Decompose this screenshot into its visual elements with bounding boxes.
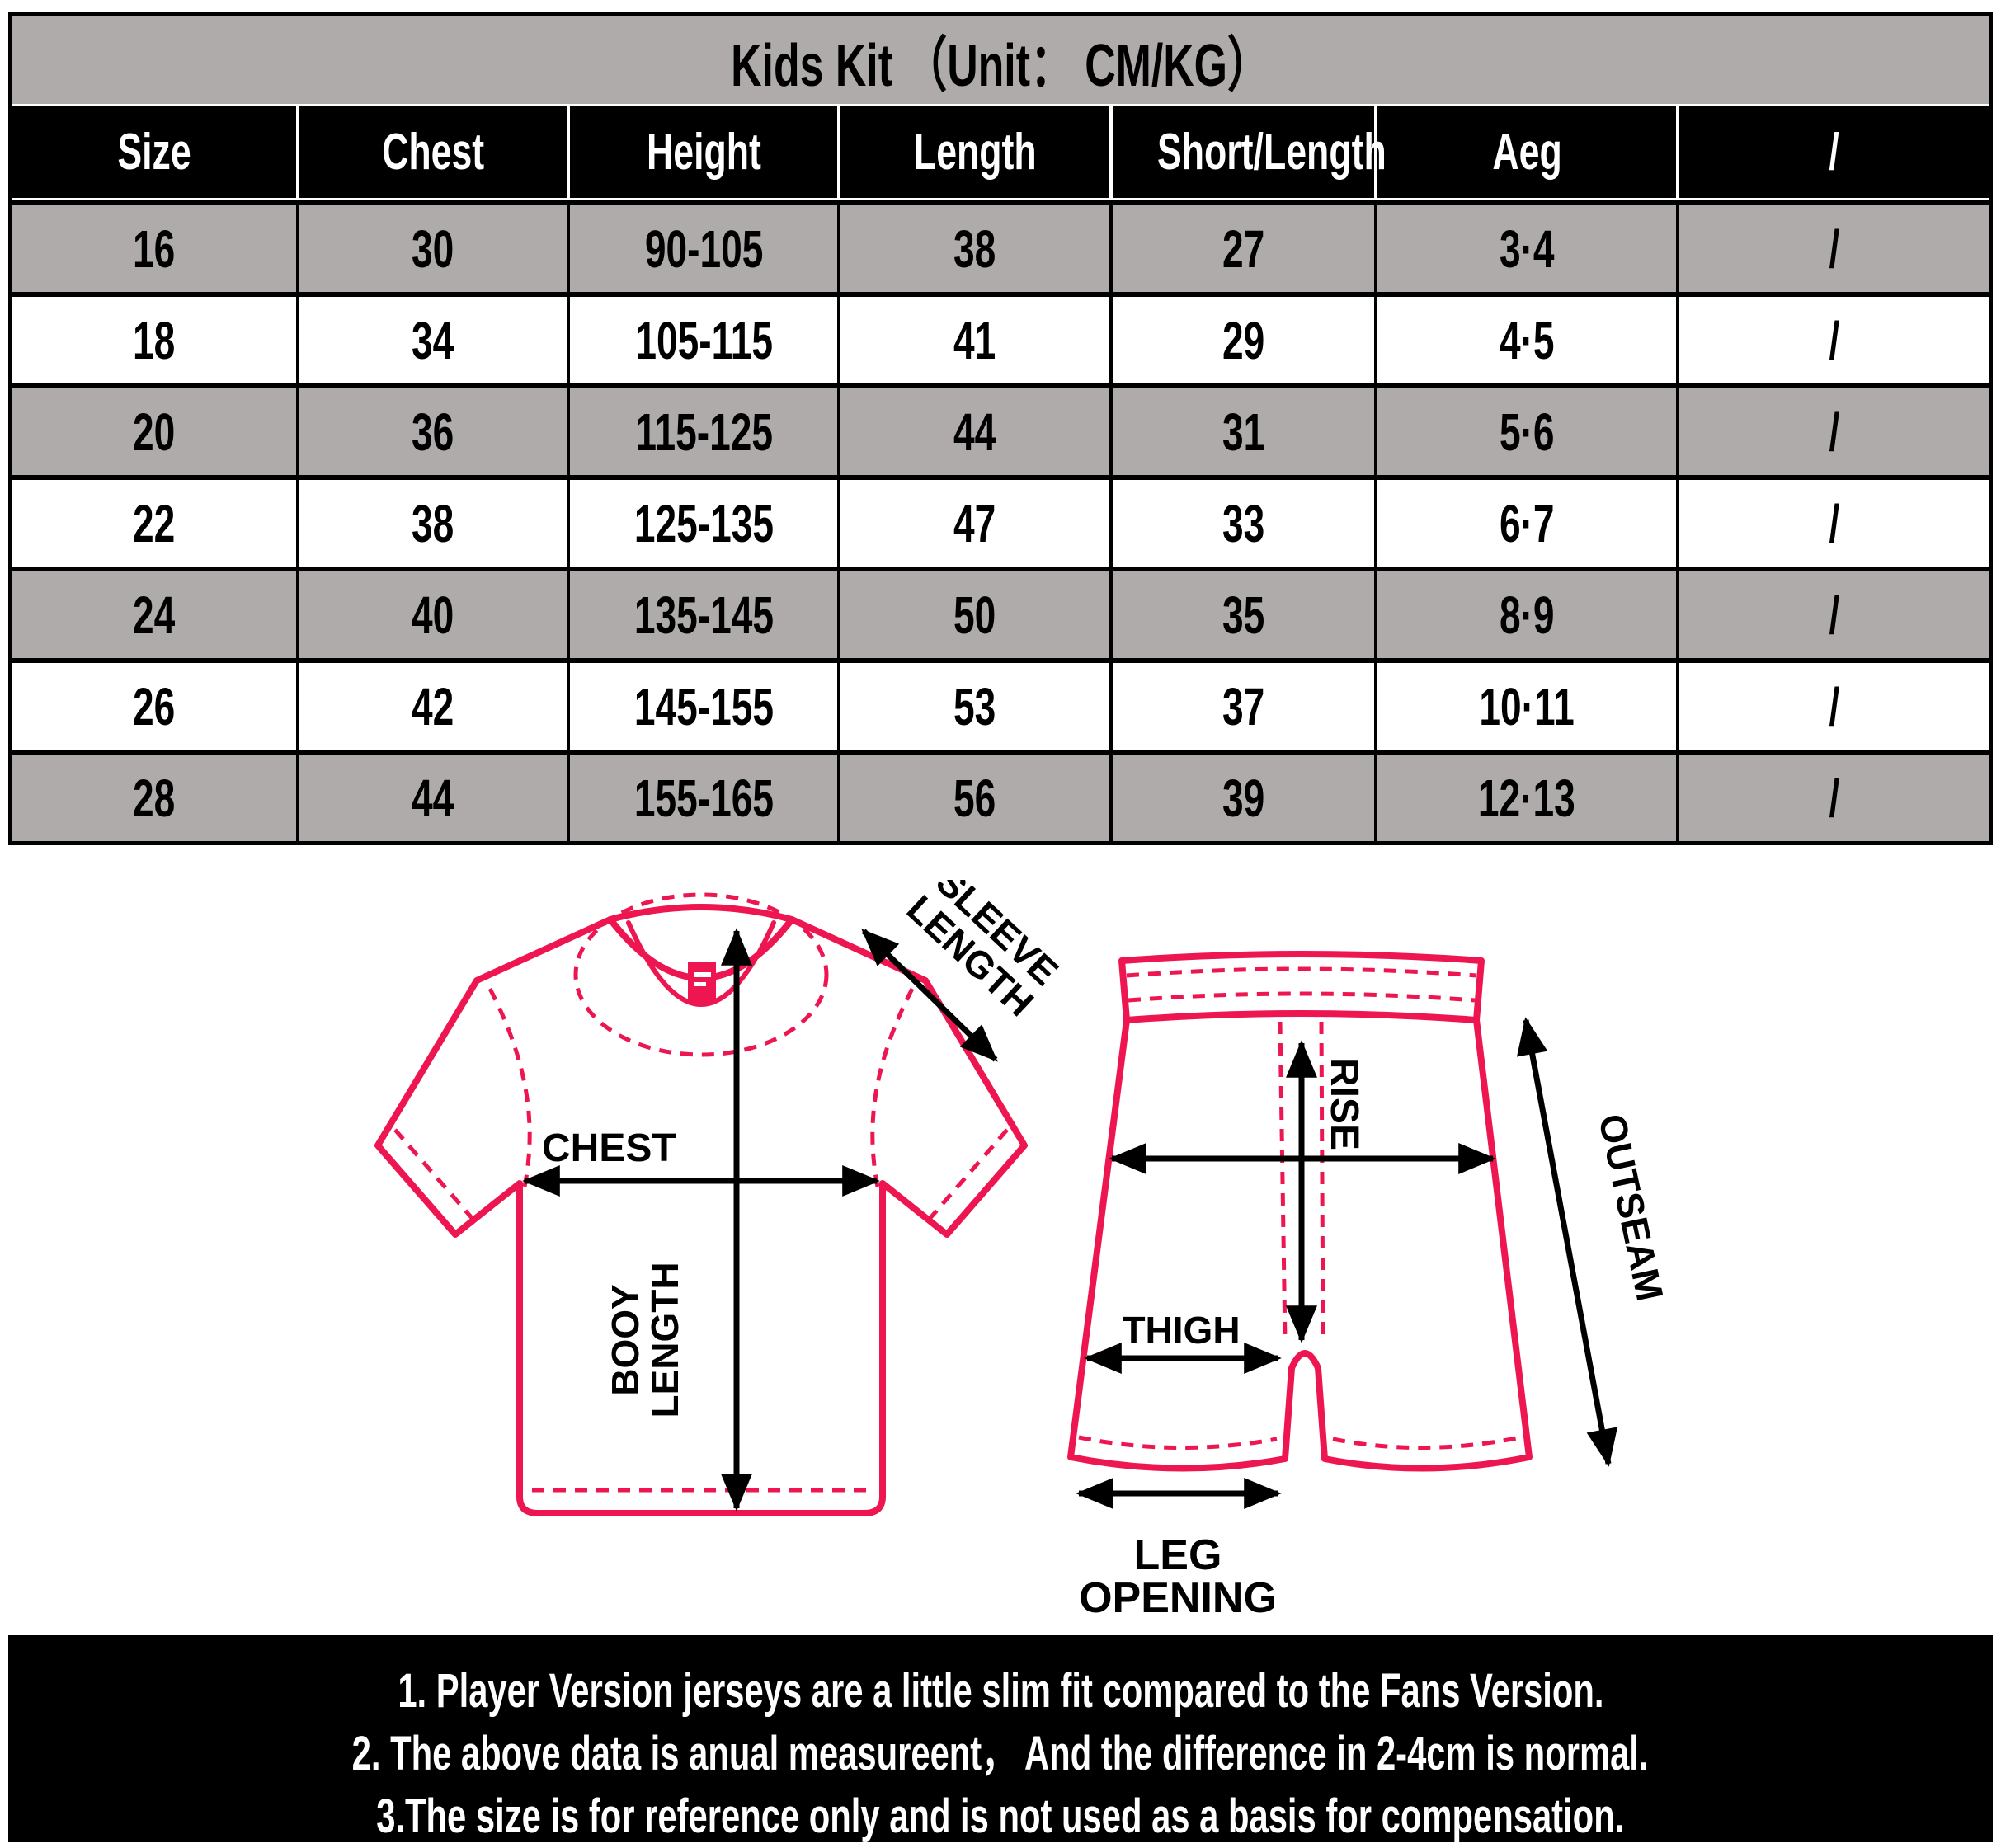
outseam-label: OUTSEAM: [1590, 1110, 1672, 1305]
leg-opening-label-line1: LEG: [1134, 1531, 1222, 1579]
note-line-1: 1. Player Version jerseys are a little s…: [397, 1664, 1604, 1718]
table-cell: 22: [12, 475, 296, 567]
notes-footer: 1. Player Version jerseys are a little s…: [8, 1635, 1993, 1843]
table-cell: 36: [295, 383, 567, 475]
table-cell: 47: [837, 475, 1109, 567]
table-cell: 10·11: [1373, 658, 1677, 750]
table-cell: /: [1676, 658, 1989, 750]
header-cell-size: Size: [12, 106, 296, 200]
tshirt-collar-tag: [688, 962, 716, 1002]
table-cell: 34: [295, 292, 567, 383]
table-cell: /: [1676, 567, 1989, 658]
table-cell: /: [1676, 292, 1989, 383]
table-cell: 115-125: [567, 383, 838, 475]
sleeve-length-arrow: [861, 929, 998, 1062]
body-length-label: BOOY LENGTH: [604, 1262, 686, 1418]
outseam-arrow: [1516, 1017, 1618, 1467]
table-cell: 40: [295, 567, 567, 658]
table-cell: 39: [1109, 750, 1374, 841]
table-cell: 35: [1109, 567, 1374, 658]
table-cell: 4·5: [1373, 292, 1677, 383]
table-row: 26 42 145-155 53 37 10·11 /: [12, 658, 1989, 750]
svg-text:LENGTH: LENGTH: [643, 1262, 686, 1418]
header-cell-length: Length: [837, 106, 1109, 200]
table-title: Kids Kit （Unit： CM/KG）: [12, 16, 1989, 106]
shorts-stitch-lines: [1078, 966, 1522, 1450]
table-cell: 16: [12, 200, 296, 292]
table-cell: 6·7: [1373, 475, 1677, 567]
table-row: 28 44 155-165 56 39 12·13 /: [12, 750, 1989, 841]
table-cell: 30: [295, 200, 567, 292]
table-row: 18 34 105-115 41 29 4·5 /: [12, 292, 1989, 383]
svg-text:BOOY: BOOY: [604, 1284, 647, 1395]
table-cell: 37: [1109, 658, 1374, 750]
leg-opening-label-line2: OPENING: [1079, 1574, 1277, 1622]
table-cell: 155-165: [567, 750, 838, 841]
header-cell-slash: /: [1676, 106, 1989, 200]
table-cell: 41: [837, 292, 1109, 383]
table-cell: 28: [12, 750, 296, 841]
table-cell: 42: [295, 658, 567, 750]
table-cell: 50: [837, 567, 1109, 658]
table-cell: 44: [295, 750, 567, 841]
table-cell: 26: [12, 658, 296, 750]
table-row: 22 38 125-135 47 33 6·7 /: [12, 475, 1989, 567]
table-cell: 3·4: [1373, 200, 1677, 292]
note-line-3: 3.The size is for reference only and is …: [376, 1789, 1625, 1843]
table-cell: 20: [12, 383, 296, 475]
header-cell-short-length: Short/Length: [1109, 106, 1386, 200]
table-row: 20 36 115-125 44 31 5·6 /: [12, 383, 1989, 475]
thigh-label: THIGH: [1122, 1309, 1240, 1352]
size-chart-table: Kids Kit （Unit： CM/KG） Size Chest Height…: [8, 12, 1993, 845]
table-title-row: Kids Kit （Unit： CM/KG）: [12, 16, 1989, 106]
table-cell: 8·9: [1373, 567, 1677, 658]
chest-label: CHEST: [542, 1126, 676, 1170]
note-line-2: 2. The above data is anual measureent， A…: [352, 1727, 1649, 1780]
table-cell: 38: [295, 475, 567, 567]
table-cell: 18: [12, 292, 296, 383]
table-cell: /: [1676, 200, 1989, 292]
table-cell: 53: [837, 658, 1109, 750]
table-cell: /: [1676, 475, 1989, 567]
table-cell: 44: [837, 383, 1109, 475]
table-row: 24 40 135-145 50 35 8·9 /: [12, 567, 1989, 658]
header-cell-chest: Chest: [295, 106, 567, 200]
table-cell: 27: [1109, 200, 1374, 292]
header-cell-aeg: Aeg: [1373, 106, 1677, 200]
table-cell: 105-115: [567, 292, 838, 383]
measurement-diagram-svg: CHEST BOOY LENGTH SLEEVE LENGTH RISE OUT…: [374, 880, 1672, 1622]
table-cell: 90-105: [567, 200, 838, 292]
measurement-diagram: CHEST BOOY LENGTH SLEEVE LENGTH RISE OUT…: [0, 880, 2001, 1635]
header-cell-height: Height: [567, 106, 838, 200]
table-cell: 56: [837, 750, 1109, 841]
table-cell: 24: [12, 567, 296, 658]
table-cell: /: [1676, 750, 1989, 841]
table-cell: /: [1676, 383, 1989, 475]
rise-label: RISE: [1322, 1058, 1366, 1150]
table-cell: 33: [1109, 475, 1374, 567]
table-row: 16 30 90-105 38 27 3·4 /: [12, 200, 1989, 292]
table-cell: 38: [837, 200, 1109, 292]
table-cell: 5·6: [1373, 383, 1677, 475]
table-header-row: Size Chest Height Length Short/Length Ae…: [12, 106, 1989, 200]
table-cell: 145-155: [567, 658, 838, 750]
size-chart: Kids Kit （Unit： CM/KG） Size Chest Height…: [8, 12, 1993, 845]
table-cell: 29: [1109, 292, 1374, 383]
table-cell: 31: [1109, 383, 1374, 475]
sleeve-length-label: SLEEVE LENGTH: [899, 880, 1067, 1024]
table-cell: 135-145: [567, 567, 838, 658]
shorts-outline: [1067, 951, 1533, 1472]
table-cell: 12·13: [1373, 750, 1677, 841]
table-cell: 125-135: [567, 475, 838, 567]
